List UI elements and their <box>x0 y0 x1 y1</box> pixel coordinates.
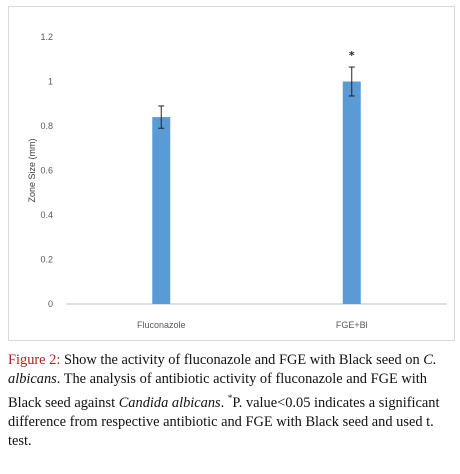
bar-0 <box>152 117 171 304</box>
y-tick-label: 0 <box>48 299 53 309</box>
y-tick-label: 0.6 <box>40 166 53 176</box>
y-tick-label: 0.8 <box>40 121 53 131</box>
x-tick-label: FGE+Bl <box>336 320 368 330</box>
caption-species-full: Candida albicans <box>118 394 221 411</box>
bar-1 <box>342 81 361 304</box>
caption-text-3: . <box>220 394 228 411</box>
x-tick-label: Fluconazole <box>137 320 186 330</box>
y-tick-label: 1.2 <box>40 32 53 42</box>
caption-star: * <box>227 393 233 403</box>
caption-text-1: Show the activity of fluconazole and FGE… <box>60 352 424 368</box>
y-tick-label: 0.4 <box>40 210 53 220</box>
caption-species-short: C. albicans <box>8 352 437 387</box>
y-tick-label: 1 <box>48 77 53 87</box>
caption-text-4: P. value<0.05 indicates a significant di… <box>8 394 440 449</box>
bar-chart: 0 0.2 0.4 0.6 0.8 1 1.2 Zone Size (mm) Fluconazo… <box>27 32 447 330</box>
y-axis-title: Zone Size (mm) <box>27 138 37 202</box>
caption-text-2: . The analysis of antibiotic activity of… <box>8 371 427 411</box>
figure-caption: Figure 2: Show the activity of fluconazo… <box>8 351 456 451</box>
chart-area: 0 0.2 0.4 0.6 0.8 1 1.2 Zone Size (mm) Fluconazo… <box>8 6 455 341</box>
y-tick-label: 0.2 <box>40 255 53 265</box>
significance-star-1: * <box>349 49 355 62</box>
caption-label: Figure 2: <box>8 352 61 368</box>
